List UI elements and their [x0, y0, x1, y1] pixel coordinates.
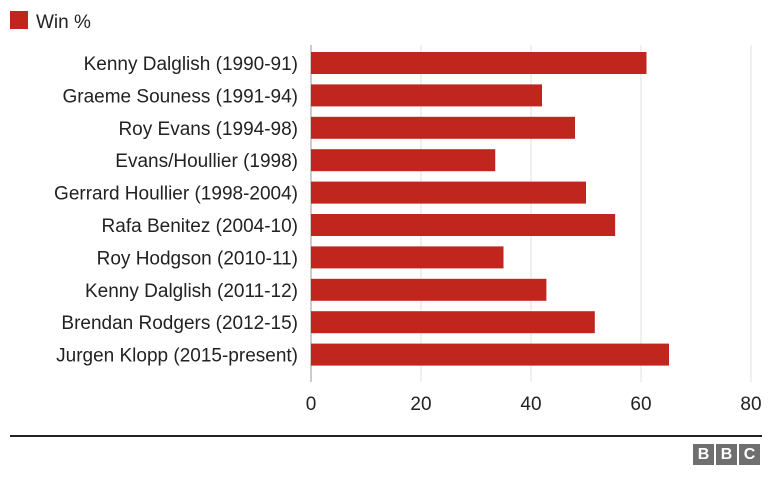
category-label: Roy Evans (1994-98) [118, 119, 298, 140]
x-tick-label: 0 [306, 394, 317, 415]
bar [311, 278, 547, 301]
category-label: Brendan Rodgers (2012-15) [61, 313, 298, 334]
category-label: Jurgen Klopp (2015-present) [56, 346, 298, 367]
bar [311, 246, 504, 269]
bar [311, 116, 575, 139]
footer-divider [10, 435, 762, 437]
bbc-logo-letter: B [693, 444, 714, 465]
bar [311, 52, 647, 74]
bar [311, 84, 542, 107]
bars [311, 52, 670, 366]
legend-swatch [10, 11, 28, 29]
bar-chart: Win % Kenny Dalglish (1990-91) Graeme Sou… [10, 11, 762, 415]
bar [311, 311, 595, 334]
x-tick-label: 60 [630, 394, 651, 415]
bbc-logo: B B C [693, 444, 760, 465]
category-label: Graeme Souness (1991-94) [62, 86, 298, 107]
category-labels: Kenny Dalglish (1990-91) Graeme Souness (… [54, 54, 298, 367]
legend: Win % [10, 11, 91, 33]
legend-label: Win % [36, 12, 91, 33]
x-tick-label: 20 [410, 394, 431, 415]
bar [311, 214, 616, 236]
category-label: Rafa Benitez (2004-10) [102, 216, 298, 237]
category-label: Evans/Houllier (1998) [115, 151, 298, 172]
bbc-logo-letter: B [716, 444, 737, 465]
category-label: Gerrard Houllier (1998-2004) [54, 184, 298, 205]
x-axis-ticks: 0 20 40 60 80 [306, 394, 762, 415]
category-label: Kenny Dalglish (1990-91) [84, 54, 298, 75]
category-label: Roy Hodgson (2010-11) [97, 248, 298, 269]
category-label: Kenny Dalglish (2011-12) [85, 281, 298, 302]
bar [311, 343, 670, 366]
bar [311, 181, 586, 204]
bbc-logo-letter: C [739, 444, 760, 465]
x-tick-label: 80 [740, 394, 761, 415]
x-tick-label: 40 [520, 394, 541, 415]
bar [311, 149, 496, 172]
